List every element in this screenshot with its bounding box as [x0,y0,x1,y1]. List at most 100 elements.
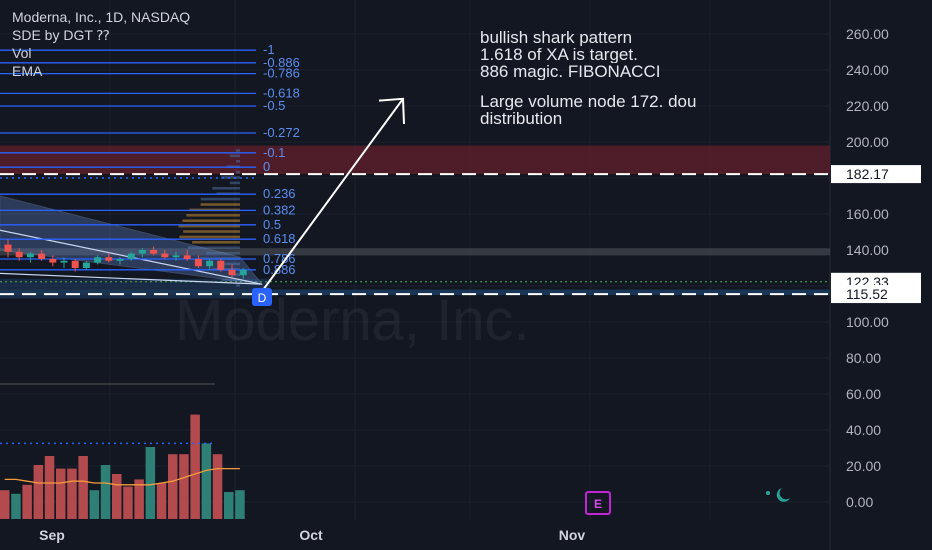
annotation-line-4[interactable]: Large volume node 172. dou [480,94,697,110]
session-moon-icon [776,488,790,502]
candle-body [94,257,102,263]
annotation-line-3[interactable]: 886 magic. FIBONACCI [480,64,661,80]
candle-body [161,253,169,258]
volume-bar [22,484,32,519]
volume-profile-bar [182,219,240,222]
chart-legend: Moderna, Inc., 1D, NASDAQ SDE by DGT ⁇ V… [12,8,190,80]
earnings-marker-box [585,491,611,515]
fib-label: 0.786 [263,251,296,266]
volume-bar [33,465,44,519]
candle-body [49,259,57,263]
price-tick-label: 100.00 [846,314,889,330]
resistance-zone [0,145,830,175]
time-axis: Sep Oct Nov [39,527,585,543]
fib-label: 0.5 [263,217,281,232]
candle-body [82,262,90,268]
price-tick-label: 0.00 [846,494,873,510]
annotation-line-1[interactable]: bullish shark pattern [480,30,633,46]
price-tick-label: 20.00 [846,458,881,474]
fib-label: -0.618 [263,85,300,100]
volume-bar [179,454,189,519]
pattern-points: D [252,288,272,306]
fib-label: -0.886 [263,55,300,70]
annotation-line-5[interactable]: distribution [480,111,563,127]
fib-label: 0.236 [263,186,296,201]
volume-profile-bar [206,251,240,255]
candle-body [4,244,12,252]
candle-body [26,253,34,258]
fib-label: 0.382 [263,202,296,217]
annotation-line-2[interactable]: 1.618 of XA is target. [480,47,638,63]
candle-body [38,253,46,259]
target-arrow [261,97,405,292]
volume-profile-bar [186,214,240,217]
candle-body [183,255,191,259]
price-tick-label: 200.00 [846,134,889,150]
price-label-box [831,165,921,184]
price-tick-label: 80.00 [846,350,881,366]
volume-bar [44,456,55,519]
volume-profile-bar [178,224,240,228]
time-tick-label: Sep [39,527,65,543]
volume-profile-bar [236,284,240,287]
pattern-point-d-label: D [258,291,267,305]
price-label-box [831,285,921,304]
zones [0,145,830,299]
watermark-text: Moderna, Inc. [175,288,530,353]
volume-profile-bar [229,154,240,158]
price-tick-label: 220.00 [846,98,889,114]
volume-bar [168,454,178,519]
candle-body [15,251,23,258]
indicator-vol[interactable]: Vol [12,45,32,61]
indicator-ema[interactable]: EMA [12,63,43,79]
price-label: 182.17 [846,166,889,182]
volume-bar [78,456,88,519]
volume-profile-bar [192,241,240,244]
symbol-title[interactable]: Moderna, Inc., 1D, NASDAQ [12,9,191,25]
volume-profile-bar [200,203,240,206]
time-tick-label: Oct [299,527,323,543]
volume-profile-bar [236,160,240,163]
watermark: Moderna, Inc. [175,288,530,353]
time-tick-label: Nov [559,527,586,543]
volume-profile-bar [221,278,240,282]
candle-body [228,269,236,276]
volume-profile-bar [183,230,240,233]
price-tick-label: 60.00 [846,386,881,402]
candle-body [138,250,146,254]
volume-profile-bar [221,262,240,266]
volume-profile-bar [229,181,240,185]
grid [0,0,831,550]
volume-bar [112,474,122,519]
support-band [0,289,830,295]
volume-profile-bar [212,187,240,190]
volume-bar [235,490,245,519]
candle-body [60,260,68,263]
volume-bar [134,479,144,519]
volume-profile-bar [236,170,240,174]
indicator-sde[interactable]: SDE by DGT ⁇ [12,27,110,43]
fib-label: -0.272 [263,125,300,140]
candle-body [194,259,202,267]
fib-label: 0.618 [263,231,296,246]
volume-profile-bar [187,246,240,249]
price-tick-label: 160.00 [846,206,889,222]
volume-profile-bar [221,176,240,179]
volume-bar [67,468,77,519]
price-tick-label: 260.00 [846,26,889,42]
volume-bar [145,447,156,519]
candle-body [172,255,180,258]
volume-bar [190,414,200,519]
candles [4,239,247,279]
fib-label: -0.5 [263,98,285,113]
candle-body [150,250,158,254]
volume-profile-bar [236,149,240,152]
volume-bar [212,454,223,519]
price-label: 115.52 [846,286,888,302]
volume-bar [156,483,167,519]
candle-body [239,269,247,276]
ema-line [4,467,240,486]
pattern-point-d-box [252,288,272,306]
